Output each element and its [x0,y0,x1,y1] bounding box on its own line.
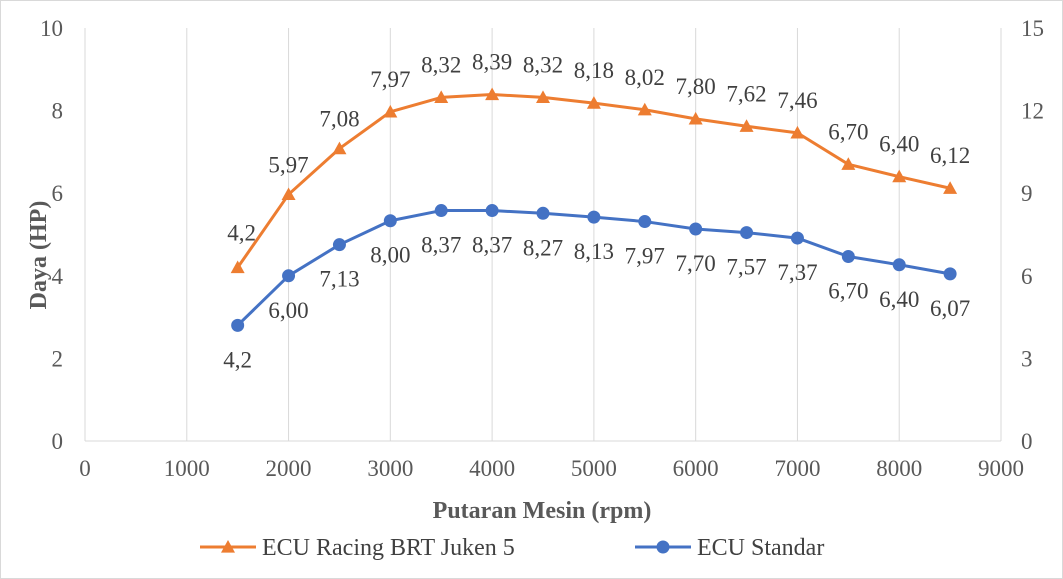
data-label: 7,62 [726,81,766,106]
triangle-marker [637,102,652,116]
y2-tick-label: 15 [1021,16,1044,41]
data-label: 8,00 [370,243,410,268]
circle-marker [841,250,855,264]
circle-marker [485,204,499,218]
data-label: 8,18 [574,58,614,83]
data-label: 6,40 [879,287,919,312]
data-label: 6,07 [930,296,970,321]
y2-tick-label: 0 [1021,429,1033,454]
data-label: 8,27 [523,235,563,260]
data-label: 7,08 [319,107,359,132]
x-tick-label: 3000 [367,456,413,481]
x-tick-label: 4000 [469,456,515,481]
data-label: 7,70 [676,251,716,276]
x-tick-label: 5000 [571,456,617,481]
data-labels: 4,2 5,97 7,08 7,97 8,32 8,39 8,32 8,18 8,02 7,80 7… [223,49,970,372]
y-tick-label: 2 [52,346,64,371]
circle-marker [943,267,957,281]
gridlines [84,28,1002,441]
data-label: 8,37 [472,233,512,258]
x-tick-label: 1000 [164,456,210,481]
triangle-marker [383,104,398,118]
data-label: 5,97 [268,152,308,177]
x-tick-label: 2000 [266,456,312,481]
triangle-marker [688,111,703,125]
data-label: 8,32 [523,52,563,77]
triangle-marker [790,125,805,139]
series-lines [230,87,958,332]
triangle-marker [943,181,958,194]
y2-tick-label: 6 [1021,264,1033,289]
triangle-marker [586,96,601,109]
data-label: 7,97 [370,67,410,92]
data-label: 6,70 [828,119,868,144]
triangle-marker [434,90,449,103]
y-tick-label: 8 [52,99,64,124]
triangle-marker [230,260,245,274]
circle-marker [383,214,397,228]
x-tick-label: 6000 [673,456,719,481]
data-label: 6,70 [828,279,868,304]
data-label: 4,2 [227,221,256,246]
y-tick-label: 10 [40,16,63,41]
data-label: 8,13 [574,239,614,264]
circle-marker [231,318,245,332]
y2-tick-label: 3 [1021,346,1033,371]
x-tick-label: 7000 [774,456,820,481]
data-label: 7,80 [676,74,716,99]
y-tick-label: 6 [52,181,64,206]
data-label: 7,46 [777,88,817,113]
data-label: 7,13 [319,267,359,292]
circle-marker [587,210,601,224]
circle-marker [638,215,652,229]
legend-label: ECU Racing BRT Juken 5 [262,535,515,561]
x-tick-label: 0 [79,456,91,481]
legend-marker [656,540,670,554]
triangle-marker [281,187,296,201]
circle-marker [536,206,550,220]
data-label: 7,37 [777,260,817,285]
data-label: 8,32 [421,52,461,77]
triangle-marker [485,87,500,101]
y-tick-label: 0 [52,429,64,454]
legend-label: ECU Standar [697,535,824,561]
data-label: 7,97 [625,244,665,269]
data-label: 7,57 [726,255,766,280]
data-label: 8,39 [472,49,512,74]
data-label: 8,02 [625,65,665,90]
circle-marker [282,269,296,283]
y2-tick-label: 9 [1021,181,1033,206]
axes: 0 1000 2000 3000 4000 5000 6000 7000 8000 9000024… [40,16,1044,481]
circle-marker [790,231,804,245]
data-label: 6,00 [268,298,308,323]
y-tick-label: 4 [52,264,64,289]
data-label: 6,12 [930,143,970,168]
circle-marker [740,226,754,240]
y2-tick-label: 12 [1021,99,1044,124]
legend: ECU Racing BRT Juken 5 ECU Standar [200,535,824,561]
triangle-marker [332,141,347,155]
triangle-marker [739,119,754,132]
data-label: 6,40 [879,132,919,157]
x-tick-label: 8000 [876,456,922,481]
x-tick-label: 9000 [978,456,1024,481]
triangle-marker [841,157,856,170]
triangle-marker [892,169,907,183]
x-axis-title: Putaran Mesin (rpm) [433,498,652,524]
legend-marker [221,540,235,553]
data-label: 8,37 [421,233,461,258]
data-label: 4,2 [223,347,252,372]
y-axis-title: Daya (HP) [26,201,52,310]
circle-marker [434,204,448,218]
circle-marker [892,258,906,272]
triangle-marker [536,90,550,103]
circle-marker [332,238,346,252]
circle-marker [689,222,703,236]
